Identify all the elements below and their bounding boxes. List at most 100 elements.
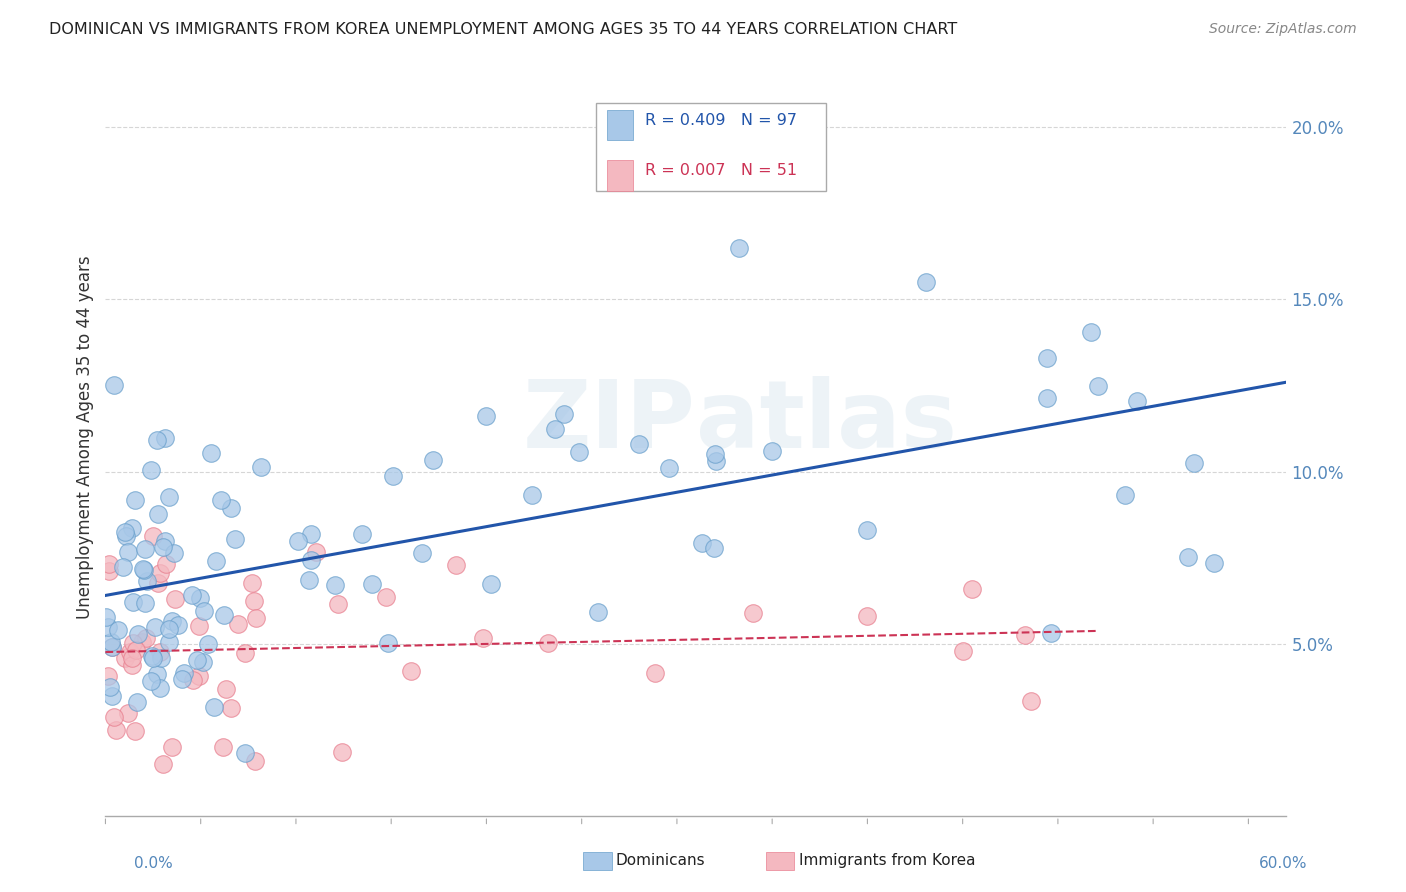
Point <box>243 593 266 607</box>
Point <box>124 493 146 508</box>
Point <box>1087 379 1109 393</box>
Point <box>856 609 879 624</box>
Point <box>143 619 166 633</box>
Point <box>297 574 319 588</box>
Text: R = 0.409   N = 97: R = 0.409 N = 97 <box>645 112 797 128</box>
Point <box>728 240 751 254</box>
Point <box>153 533 176 548</box>
Point <box>167 617 190 632</box>
Point <box>134 563 156 577</box>
Point <box>101 640 124 655</box>
Point <box>193 604 215 618</box>
Point <box>411 546 433 560</box>
Point <box>124 723 146 738</box>
Point <box>471 631 494 645</box>
Point <box>103 378 125 392</box>
Text: Immigrants from Korea: Immigrants from Korea <box>799 854 976 868</box>
Point <box>375 590 398 604</box>
Point <box>103 709 125 723</box>
Y-axis label: Unemployment Among Ages 35 to 44 years: Unemployment Among Ages 35 to 44 years <box>76 255 94 619</box>
Point <box>520 488 543 502</box>
Point <box>305 545 328 559</box>
Point <box>1014 628 1036 642</box>
Point <box>240 575 263 590</box>
Point <box>172 672 194 686</box>
Text: Dominicans: Dominicans <box>616 854 706 868</box>
Point <box>399 665 422 679</box>
Point <box>915 275 938 289</box>
Point <box>121 521 143 535</box>
Point <box>135 631 157 645</box>
Point <box>146 508 169 522</box>
Point <box>233 647 256 661</box>
Point <box>148 681 170 695</box>
Point <box>101 690 124 704</box>
Point <box>132 561 155 575</box>
Point <box>153 431 176 445</box>
Point <box>157 635 180 649</box>
Point <box>157 490 180 504</box>
Point <box>960 582 983 596</box>
Point <box>146 667 169 681</box>
Point <box>714 171 737 186</box>
Point <box>135 574 157 589</box>
Point <box>326 597 349 611</box>
Point <box>475 409 498 423</box>
Point <box>160 740 183 755</box>
Point <box>703 541 725 556</box>
Point <box>134 542 156 557</box>
Point <box>139 462 162 476</box>
Point <box>97 620 120 634</box>
Point <box>121 635 143 649</box>
Point <box>152 541 174 555</box>
Point <box>94 609 117 624</box>
Point <box>186 652 208 666</box>
Point <box>101 640 124 654</box>
Text: ZIP: ZIP <box>523 376 696 468</box>
Point <box>160 614 183 628</box>
Point <box>761 444 783 458</box>
Point <box>211 740 233 755</box>
Point <box>250 459 273 474</box>
Point <box>122 595 145 609</box>
Point <box>188 591 211 606</box>
Point <box>117 706 139 720</box>
Point <box>233 747 256 761</box>
Point <box>149 566 172 580</box>
Point <box>98 680 121 694</box>
Point <box>197 637 219 651</box>
Text: Source: ZipAtlas.com: Source: ZipAtlas.com <box>1209 22 1357 37</box>
Point <box>658 461 681 475</box>
Point <box>117 545 139 559</box>
Point <box>204 554 226 568</box>
Point <box>146 433 169 447</box>
Point <box>952 643 974 657</box>
Point <box>377 636 399 650</box>
Point <box>188 668 211 682</box>
Point <box>100 635 122 649</box>
Point <box>98 557 121 571</box>
Point <box>544 422 567 436</box>
Text: 0.0%: 0.0% <box>134 856 173 871</box>
Point <box>856 524 879 538</box>
Point <box>301 526 323 541</box>
Point <box>444 558 467 572</box>
Point <box>202 700 225 714</box>
Point <box>299 552 322 566</box>
Point <box>162 546 184 560</box>
Point <box>157 623 180 637</box>
Point <box>1202 556 1225 570</box>
Point <box>1114 488 1136 502</box>
Point <box>209 493 232 508</box>
Point <box>215 682 238 697</box>
Point <box>1036 392 1059 406</box>
FancyBboxPatch shape <box>607 161 633 191</box>
Point <box>706 454 728 468</box>
Point <box>120 644 142 658</box>
Point <box>1177 549 1199 564</box>
Point <box>141 673 163 688</box>
Point <box>98 564 121 578</box>
Point <box>219 501 242 516</box>
Point <box>690 536 713 550</box>
Point <box>1035 351 1057 366</box>
